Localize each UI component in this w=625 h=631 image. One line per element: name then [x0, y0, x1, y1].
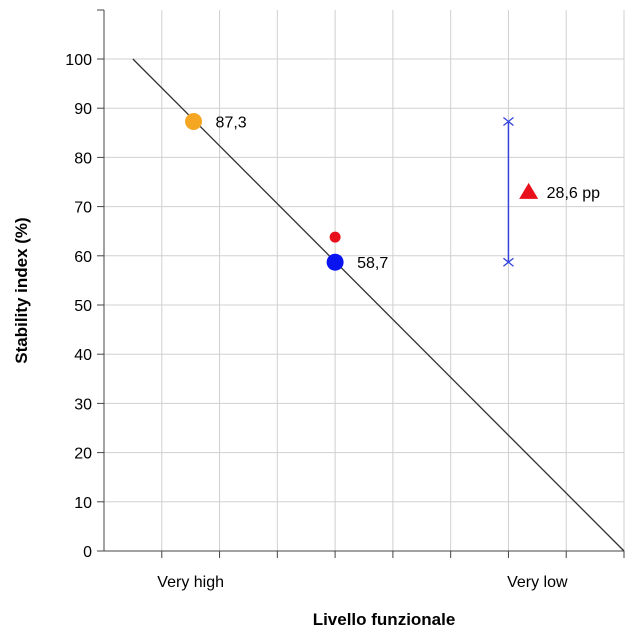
y-tick-labels: 0 10 20 30 40 50 60 70 80 90 100	[65, 52, 92, 561]
y-tick-label: 100	[65, 52, 92, 69]
axes	[97, 9, 625, 558]
data-point-3	[329, 231, 341, 243]
data-point-2	[326, 253, 344, 271]
y-axis-title: Stability index (%)	[12, 217, 31, 363]
y-tick-label: 0	[83, 544, 92, 561]
y-tick-label: 40	[74, 347, 92, 364]
data-label-1: 87,3	[216, 114, 247, 131]
x-tick-label: Very low	[507, 574, 568, 591]
x-axis-title: Livello funzionale	[313, 610, 456, 629]
y-tick-label: 60	[74, 249, 92, 266]
data-label-2: 58,7	[357, 255, 388, 272]
x-tick-label: Very high	[157, 574, 224, 591]
y-tick-label: 90	[74, 101, 92, 118]
data-point-1	[185, 112, 203, 130]
annotation-label: 28,6 pp	[547, 185, 600, 202]
y-tick-label: 80	[74, 150, 92, 167]
grid	[104, 10, 625, 551]
y-tick-label: 70	[74, 200, 92, 217]
trend-line	[132, 58, 625, 552]
y-tick-label: 10	[74, 495, 92, 512]
annotation-triangle	[519, 182, 539, 199]
y-tick-label: 20	[74, 446, 92, 463]
interval-cap-high	[503, 116, 514, 126]
interval-cap-low	[503, 257, 514, 267]
x-tick-labels: Very high Very low	[157, 574, 568, 591]
y-tick-label: 30	[74, 396, 92, 413]
y-tick-label: 50	[74, 298, 92, 315]
marks: 87,3 58,7 28,6 pp	[132, 58, 625, 552]
